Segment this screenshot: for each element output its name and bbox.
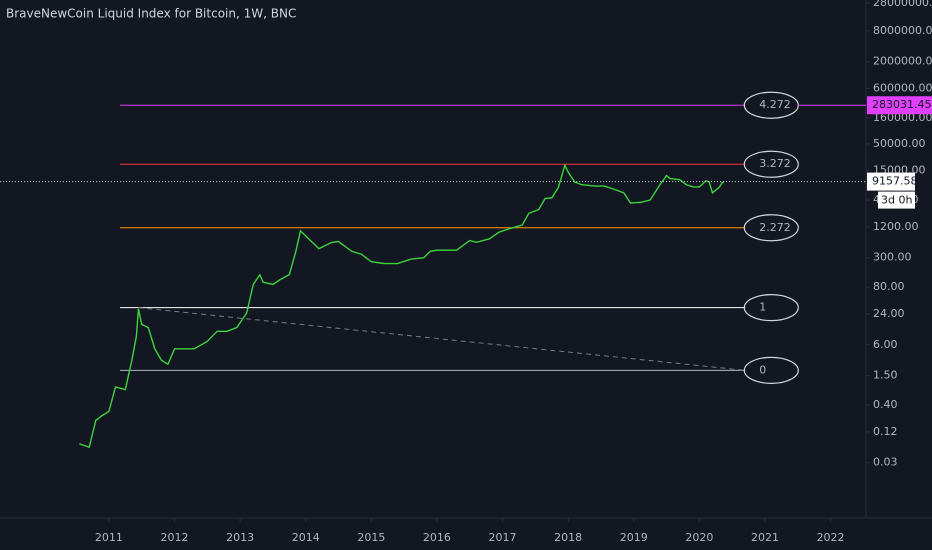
fib-level-ellipse [743, 356, 799, 384]
x-tick-label: 2018 [554, 531, 582, 544]
current-price-tag [867, 172, 915, 191]
x-tick-label: 2017 [489, 531, 517, 544]
x-tick-label: 2014 [292, 531, 320, 544]
fib-level-label: 3.272 [759, 157, 791, 170]
y-tick-label: 28000000.00 [873, 0, 932, 9]
y-tick-label: 1.50 [873, 369, 898, 382]
axes: 28000000.00 8000000.00 2000000.00 600000.00… [95, 0, 932, 544]
y-tick-label: 1200.00 [873, 220, 919, 233]
y-tick-label: 24.00 [873, 307, 905, 320]
y-tick-label: 2000000.00 [873, 55, 932, 68]
y-tick-label: 0.03 [873, 456, 898, 469]
x-tick-label: 2021 [751, 531, 779, 544]
plot: 4.272 3.272 2.272 1 0 [0, 91, 866, 449]
x-tick-label: 2011 [95, 531, 123, 544]
countdown-label: 3d 0h [881, 194, 912, 207]
chart-title: BraveNewCoin Liquid Index for Bitcoin, 1… [6, 7, 296, 21]
fib-level-label: 4.272 [759, 98, 791, 111]
fib-level-ellipse [743, 214, 799, 242]
y-tick-label: 50000.00 [873, 137, 926, 150]
y-tick-label: 0.40 [873, 398, 898, 411]
x-tick-label: 2016 [423, 531, 451, 544]
trendline [138, 307, 746, 371]
y-tick-label: 80.00 [873, 280, 905, 293]
fib-level-label: 2.272 [759, 221, 791, 234]
price-line [79, 163, 725, 449]
x-tick-label: 2022 [817, 531, 845, 544]
countdown-tag [878, 191, 915, 209]
price-tag [867, 96, 932, 115]
y-tick-label: 6.00 [873, 338, 898, 351]
x-tick-label: 2013 [226, 531, 254, 544]
x-tick-label: 2020 [685, 531, 713, 544]
fib-level-label: 0 [759, 363, 766, 376]
fib-level-label: 1 [759, 301, 766, 314]
current-price-label: 9157.58 [872, 175, 918, 188]
x-tick-label: 2019 [620, 531, 648, 544]
x-tick-label: 2012 [161, 531, 189, 544]
fib-level-ellipse [743, 150, 799, 178]
y-tick-label: 600000.00 [873, 82, 932, 95]
fib-level-ellipse [743, 294, 799, 322]
x-tick-label: 2015 [357, 531, 385, 544]
y-tick-label: 0.12 [873, 425, 898, 438]
y-tick-label: 300.00 [873, 251, 912, 264]
y-tick-label: 8000000.00 [873, 24, 932, 37]
price-tag-label: 283031.45 [872, 98, 932, 111]
